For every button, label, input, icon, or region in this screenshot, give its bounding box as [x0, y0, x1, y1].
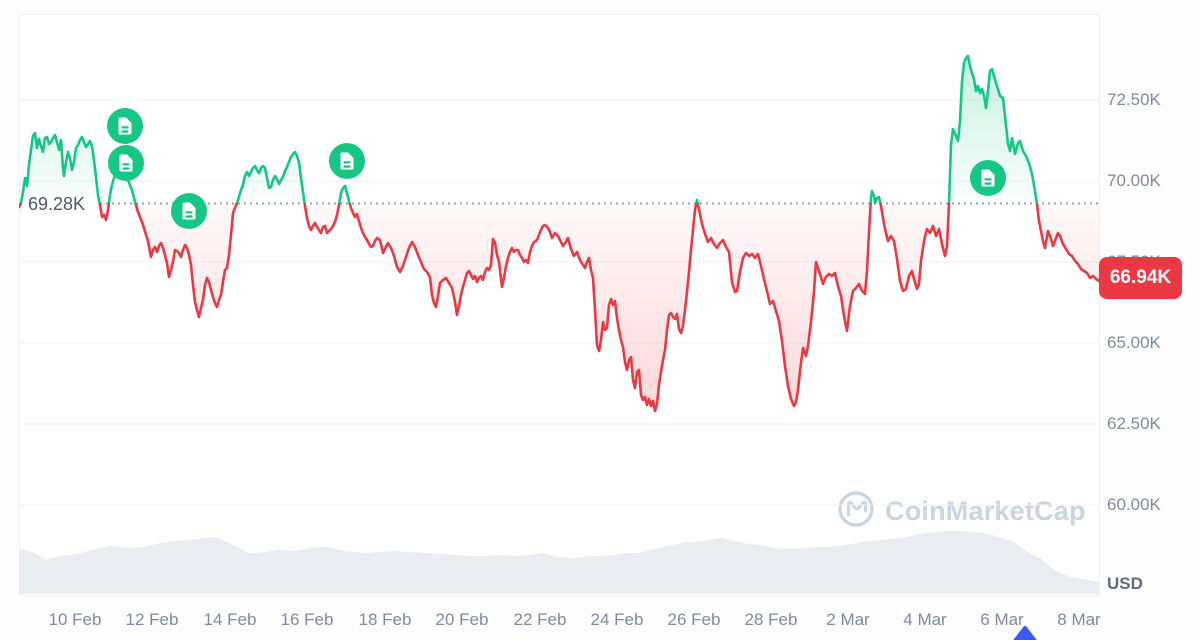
volume-silhouette: [19, 531, 1100, 594]
y-axis-tick-label: 65.00K: [1107, 333, 1161, 352]
x-axis-tick-label: 22 Feb: [513, 610, 567, 629]
x-axis-tick-label: 20 Feb: [435, 610, 489, 629]
y-axis-tick-label: 70.00K: [1107, 171, 1161, 190]
y-axis-tick-label: 60.00K: [1107, 495, 1161, 514]
x-axis-tick-label: 8 Mar: [1057, 610, 1101, 629]
news-marker-icon[interactable]: [171, 193, 207, 229]
y-axis-tick-label: 62.50K: [1107, 414, 1161, 433]
x-axis-tick-label: 12 Feb: [125, 610, 179, 629]
x-axis-tick-label: 14 Feb: [203, 610, 257, 629]
x-axis-tick-label: 28 Feb: [744, 610, 798, 629]
x-axis-tick-label: 18 Feb: [358, 610, 412, 629]
news-marker-icon[interactable]: [108, 145, 144, 181]
watermark: CoinMarketCap: [836, 489, 1086, 534]
price-area-above-baseline: [19, 56, 1099, 203]
news-marker-icon[interactable]: [329, 143, 365, 179]
event-marker-icon[interactable]: [1013, 626, 1037, 640]
news-marker-icon[interactable]: [970, 160, 1006, 196]
x-axis-tick-label: 10 Feb: [48, 610, 102, 629]
baseline-price-label: 69.28K: [26, 194, 90, 216]
price-area-below-baseline: [19, 203, 1099, 411]
current-price-badge: 66.94K: [1099, 257, 1182, 299]
x-axis-tick-label: 6 Mar: [980, 610, 1024, 629]
x-axis-tick-label: 2 Mar: [826, 610, 870, 629]
x-axis-tick-label: 26 Feb: [667, 610, 721, 629]
x-axis-tick-label: 16 Feb: [280, 610, 334, 629]
price-line-down: [19, 203, 1100, 413]
watermark-text: CoinMarketCap: [885, 496, 1086, 526]
currency-unit-label: USD: [1107, 574, 1143, 593]
x-axis-tick-label: 24 Feb: [590, 610, 644, 629]
news-marker-icon[interactable]: [107, 108, 143, 144]
coinmarketcap-logo-icon: [836, 489, 876, 534]
x-axis-tick-label: 4 Mar: [903, 610, 947, 629]
y-axis-tick-label: 72.50K: [1107, 90, 1161, 109]
